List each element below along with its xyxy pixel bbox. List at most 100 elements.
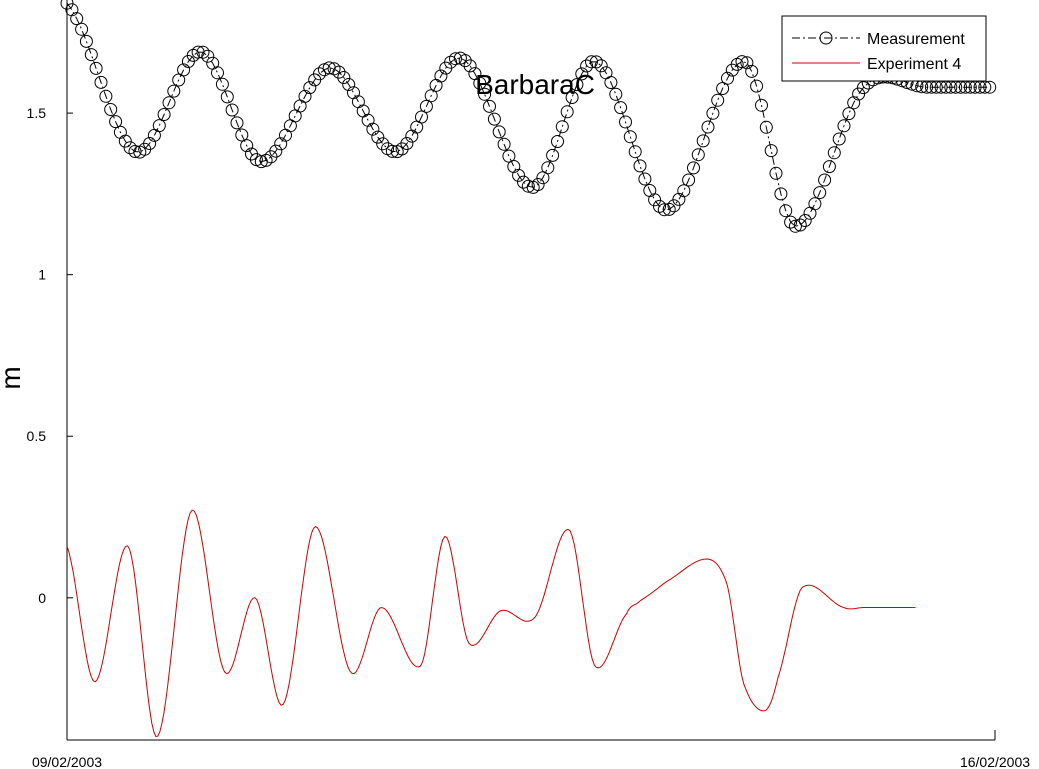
measurement-marker [473, 76, 487, 90]
legend-measurement-label: Measurement [867, 31, 965, 48]
chart-title: BarbaraC [475, 69, 595, 100]
measurement-marker [70, 12, 84, 26]
measurement-marker [560, 105, 574, 119]
measurement-marker [706, 106, 720, 120]
measurement-marker [400, 137, 414, 150]
measurement-marker [818, 173, 832, 187]
measurement-marker [502, 149, 516, 163]
y-tick-label: 0.5 [27, 428, 47, 444]
measurement-marker [570, 78, 584, 92]
measurement-marker [371, 130, 385, 144]
measurement-marker [342, 78, 356, 91]
measurement-marker [366, 122, 380, 136]
measurement-marker [424, 89, 438, 103]
measurement-marker [225, 103, 239, 117]
measurement-marker [842, 107, 856, 121]
measurement-marker [609, 87, 623, 101]
measurement-marker [303, 81, 317, 95]
measurement-marker [813, 186, 827, 200]
series-experiment [66, 509, 916, 738]
measurement-marker [211, 66, 224, 80]
measurement-marker [657, 203, 671, 217]
measurement-marker [793, 218, 807, 232]
y-axis-label: m [0, 366, 26, 389]
legend-experiment-label: Experiment 4 [867, 56, 961, 73]
measurement-marker [128, 145, 142, 158]
measurement-marker [614, 101, 628, 115]
measurement-marker [492, 125, 506, 139]
measurement-marker [376, 137, 390, 151]
measurement-marker [75, 22, 89, 36]
measurement-marker [662, 202, 676, 216]
x-tick-label: 09/02/2003 [32, 754, 102, 769]
measurement-marker [691, 148, 705, 162]
measurement-marker [274, 137, 288, 151]
measurement-marker [196, 45, 210, 59]
measurement-marker [458, 54, 472, 68]
measurement-marker [201, 49, 215, 63]
measurement-marker [143, 137, 157, 150]
x-tick-label: 16/02/2003 [960, 754, 1030, 769]
measurement-marker [983, 80, 997, 94]
measurement-marker [118, 134, 132, 148]
measurement-marker [220, 90, 234, 104]
measurement-marker [449, 52, 462, 66]
measurement-marker [788, 219, 802, 233]
measurement-marker [604, 76, 618, 89]
measurement-marker [740, 56, 754, 70]
measurement-marker [755, 98, 768, 112]
measurement-marker [856, 81, 870, 95]
measurement-marker [711, 93, 725, 107]
measurement-marker [619, 115, 632, 129]
measurement-marker [677, 184, 691, 198]
measurement-marker [177, 63, 191, 77]
measurement-marker [157, 108, 171, 121]
measurement-marker [104, 103, 118, 116]
measurement-marker [162, 96, 176, 110]
measurement-marker [633, 159, 647, 173]
measurement-marker [745, 64, 759, 78]
y-tick-label: 1 [38, 267, 46, 283]
measurement-marker [628, 145, 642, 159]
measurement-marker [259, 153, 273, 167]
measurement-marker [89, 61, 103, 75]
measurement-marker [152, 119, 166, 133]
experiment-line [66, 509, 916, 738]
measurement-marker [682, 173, 696, 187]
measurement-marker [653, 199, 666, 213]
measurement-marker [784, 215, 798, 229]
measurement-marker [541, 161, 555, 175]
measurement-marker [808, 197, 822, 211]
measurement-marker [487, 112, 501, 126]
measurement-marker [521, 179, 535, 193]
measurement-marker [94, 75, 108, 89]
measurement-marker [551, 135, 564, 148]
measurement-marker [434, 69, 448, 83]
measurement-marker [463, 59, 477, 73]
measurement-marker [483, 99, 496, 113]
measurement-marker [759, 120, 773, 134]
measurement-marker [269, 144, 283, 158]
measurement-marker [512, 168, 526, 182]
measurement-marker [594, 59, 608, 73]
measurement-marker [696, 134, 710, 148]
measurement-marker [109, 115, 123, 129]
measurement-marker [764, 144, 778, 158]
measurement-marker [837, 119, 851, 133]
measurement-marker [60, 0, 74, 10]
x-ticks: 09/02/2003 16/02/2003 [32, 730, 1030, 769]
measurement-marker [415, 110, 428, 124]
measurement-marker [623, 130, 637, 144]
y-tick-label: 1.5 [27, 105, 47, 121]
measurement-marker [337, 71, 351, 84]
measurement-marker [589, 55, 603, 69]
measurement-marker [798, 214, 812, 227]
measurement-marker [687, 161, 700, 175]
measurement-marker [575, 67, 589, 81]
measurement-marker [385, 144, 399, 158]
measurement-marker [186, 48, 200, 62]
y-tick-label: 0 [38, 590, 46, 606]
legend-measurement-marker [819, 31, 833, 45]
